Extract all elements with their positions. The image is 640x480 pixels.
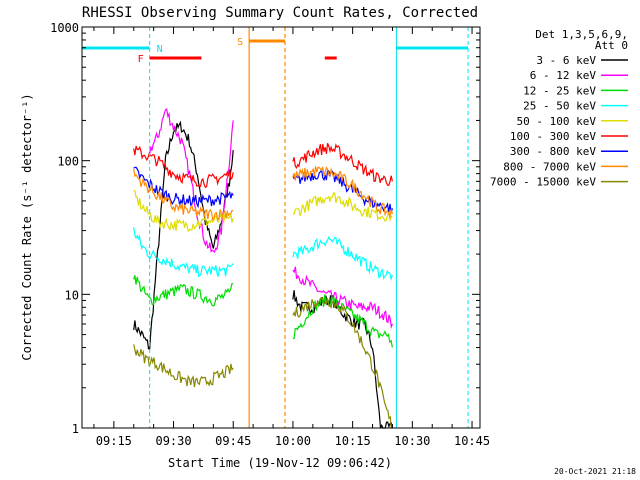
legend-entry-label: 800 - 7000 keV (503, 160, 596, 173)
series-line-1-part-1 (133, 120, 234, 350)
series-line-3-part-1 (133, 275, 234, 307)
x-tick-label: 09:15 (96, 434, 132, 448)
x-tick-label: 10:00 (275, 434, 311, 448)
chart-title: RHESSI Observing Summary Count Rates, Co… (82, 5, 478, 21)
x-axis-label: Start Time (19-Nov-12 09:06:42) (168, 456, 392, 470)
legend-entry-label: 100 - 300 keV (510, 130, 596, 143)
x-tick-label: 10:15 (335, 434, 371, 448)
plot-frame (81, 26, 481, 429)
legend-entry-label: 300 - 800 keV (510, 145, 596, 158)
y-tick-label: 1 (72, 422, 79, 436)
legend-header-line: Att 0 (595, 39, 628, 52)
series-group (133, 108, 393, 429)
series-line-4-part-1 (133, 227, 234, 278)
footer-timestamp: 20-Oct-2021 21:18 (554, 467, 636, 476)
y-tick-label: 100 (57, 155, 79, 169)
interval-label-f: F (138, 54, 144, 65)
legend-entry-label: 3 - 6 keV (536, 54, 596, 67)
x-tick-label: 10:45 (454, 434, 490, 448)
x-tick-label: 10:30 (394, 434, 430, 448)
y-axis-label: Corrected Count Rate (s⁻¹ detector⁻¹) (20, 93, 34, 360)
series-line-5-part-2 (292, 192, 393, 223)
y-tick-label: 1000 (50, 21, 79, 35)
interval-label-n: N (157, 44, 163, 55)
legend: Det 1,3,5,6,9,Att 0 3 - 6 keV 6 - 12 keV 12… (490, 28, 628, 189)
series-line-9-part-2 (292, 297, 393, 429)
axes: 09:15 09:30 09:45 10:00 10:15 10:30 10:45 1 10 10… (50, 21, 490, 448)
legend-entry-label: 12 - 25 keV (523, 84, 596, 97)
x-tick-label: 09:30 (155, 434, 191, 448)
series-line-6-part-2 (292, 142, 393, 186)
legend-entry-label: 25 - 50 keV (523, 100, 596, 113)
series-line-4-part-2 (292, 235, 393, 282)
legend-entry-label: 7000 - 15000 keV (490, 176, 596, 189)
legend-entry-label: 50 - 100 keV (517, 115, 597, 128)
x-tick-label: 09:45 (215, 434, 251, 448)
series-line-2-part-2 (292, 266, 393, 329)
interval-label-s: S (237, 37, 243, 48)
legend-entry-label: 6 - 12 keV (530, 69, 597, 82)
y-tick-label: 10 (65, 288, 79, 302)
series-line-8-part-2 (292, 166, 393, 219)
series-line-3-part-2 (292, 294, 393, 348)
legend-header-line: Det 1,3,5,6,9, (535, 28, 628, 41)
